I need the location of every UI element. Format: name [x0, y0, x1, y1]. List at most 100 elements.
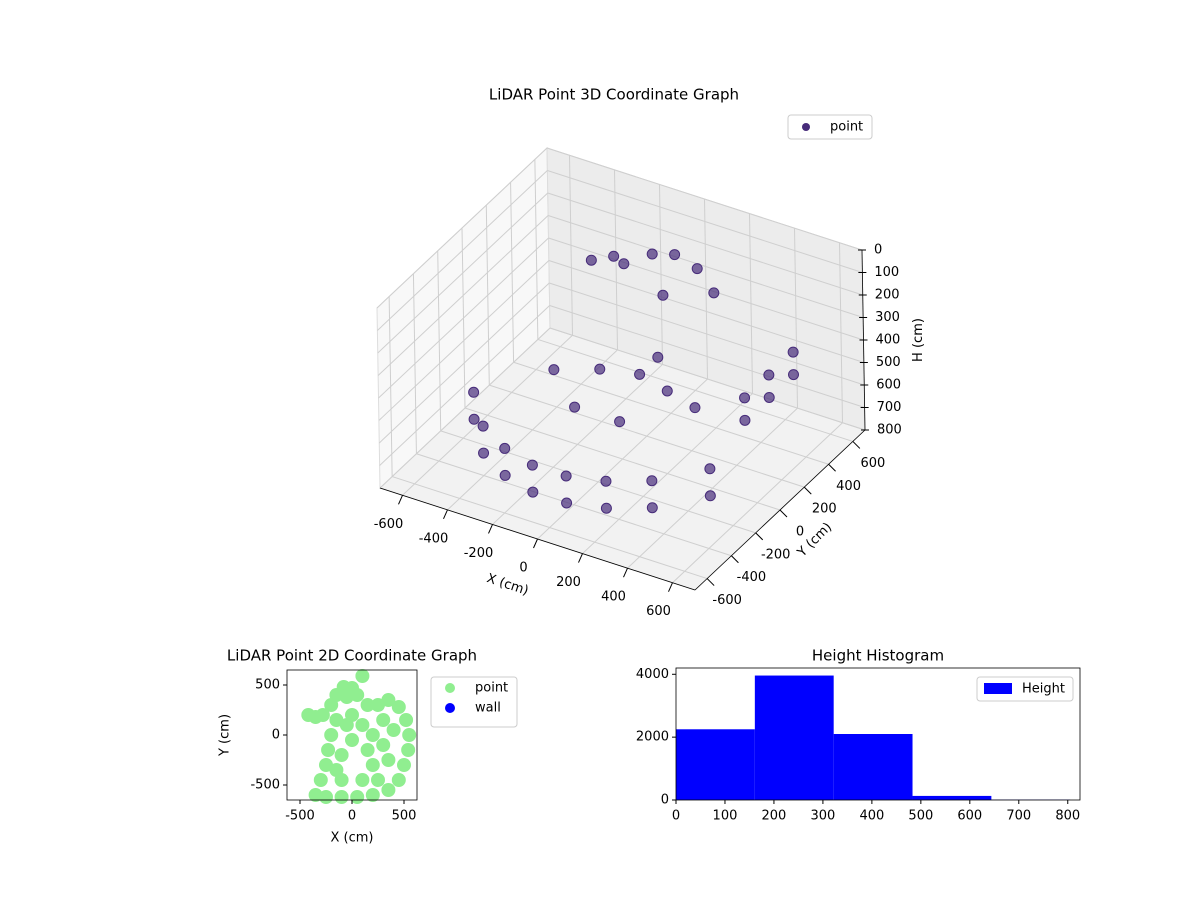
legend-label: Height: [1022, 682, 1065, 697]
y-tick: [755, 532, 764, 541]
grid-line: [376, 147, 548, 309]
grid-line: [549, 305, 865, 408]
point: [468, 386, 480, 398]
point: [329, 763, 344, 777]
point: [339, 690, 354, 704]
point: [371, 698, 385, 712]
axis-line: [379, 487, 696, 591]
point: [386, 723, 401, 737]
y-tick-label: -200: [761, 547, 791, 562]
point: [355, 669, 370, 683]
grid-line: [379, 327, 551, 489]
axis-line: [694, 429, 866, 591]
x-tick-label: 400: [859, 809, 884, 824]
legend-marker: [445, 683, 455, 693]
point: [499, 469, 511, 481]
legend-label: point: [475, 681, 508, 696]
y-tick-label: 0: [796, 525, 804, 540]
grid-line: [377, 170, 548, 331]
point: [360, 743, 375, 757]
x-tick-label: -500: [285, 809, 315, 824]
point: [614, 416, 626, 428]
chart-title: Height Histogram: [812, 647, 944, 665]
point: [319, 758, 333, 772]
point: [704, 490, 716, 502]
x-tick: [533, 538, 538, 549]
grid-line: [379, 305, 550, 466]
point: [691, 263, 703, 275]
grid-line: [546, 147, 863, 251]
point: [689, 402, 701, 414]
point: [381, 783, 396, 797]
x-tick-label: 0: [348, 809, 356, 824]
x-tick-label: 600: [646, 604, 671, 619]
point: [360, 698, 375, 712]
point: [527, 486, 539, 498]
legend-marker: [802, 123, 810, 131]
point: [334, 790, 349, 804]
y-tick-label: 0: [661, 793, 669, 808]
point: [365, 758, 380, 772]
y-tick: [706, 578, 715, 586]
point: [499, 442, 511, 454]
x-tick-label: 200: [556, 575, 581, 590]
x-tick-label: -200: [464, 546, 494, 561]
point: [334, 748, 349, 762]
y-tick-label: -600: [712, 593, 742, 608]
x-tick: [668, 582, 673, 592]
point: [365, 788, 380, 802]
bar: [676, 729, 755, 800]
point: [704, 463, 716, 475]
grid-line: [464, 407, 781, 511]
legend-marker: [984, 683, 1012, 694]
x-tick-label: -600: [374, 517, 404, 532]
point: [329, 713, 344, 727]
point: [739, 414, 751, 426]
point: [345, 733, 359, 747]
grid-line: [378, 237, 549, 399]
point: [376, 713, 391, 727]
y-tick-label: 500: [255, 678, 280, 693]
y-tick: [779, 509, 788, 518]
x-tick-label: 600: [957, 809, 982, 824]
y-tick: [828, 463, 836, 472]
grid-line: [547, 215, 864, 318]
point: [787, 346, 799, 358]
y-axis-label: Y (cm): [218, 714, 233, 757]
point: [657, 289, 669, 301]
point: [381, 753, 396, 767]
point: [355, 718, 370, 732]
point: [763, 369, 775, 381]
grid-line: [378, 260, 550, 421]
y-tick-label: 0: [272, 728, 280, 743]
y-tick: [731, 555, 739, 564]
z-axis-label: H (cm): [911, 318, 926, 362]
grid-line: [391, 476, 708, 580]
grid-line: [549, 282, 865, 386]
point: [402, 728, 417, 742]
point: [397, 758, 411, 772]
grid-line: [513, 361, 829, 465]
grid-line: [416, 453, 732, 557]
y-tick: [852, 441, 861, 449]
point: [308, 788, 323, 802]
x-tick-label: 800: [1055, 809, 1080, 824]
point: [618, 258, 630, 270]
bar: [754, 675, 834, 800]
x-tick: [488, 524, 493, 534]
y-tick-label: 400: [836, 479, 861, 494]
point: [376, 738, 391, 752]
y-tick-label: -400: [737, 570, 767, 585]
point: [739, 392, 751, 404]
point: [321, 743, 336, 757]
x-tick: [623, 567, 628, 578]
point: [477, 420, 489, 432]
point: [708, 287, 720, 299]
bar: [833, 734, 913, 800]
x-tick-label: -400: [419, 531, 449, 546]
point: [350, 790, 365, 804]
point: [315, 708, 330, 722]
point: [381, 693, 396, 707]
point: [526, 459, 538, 471]
